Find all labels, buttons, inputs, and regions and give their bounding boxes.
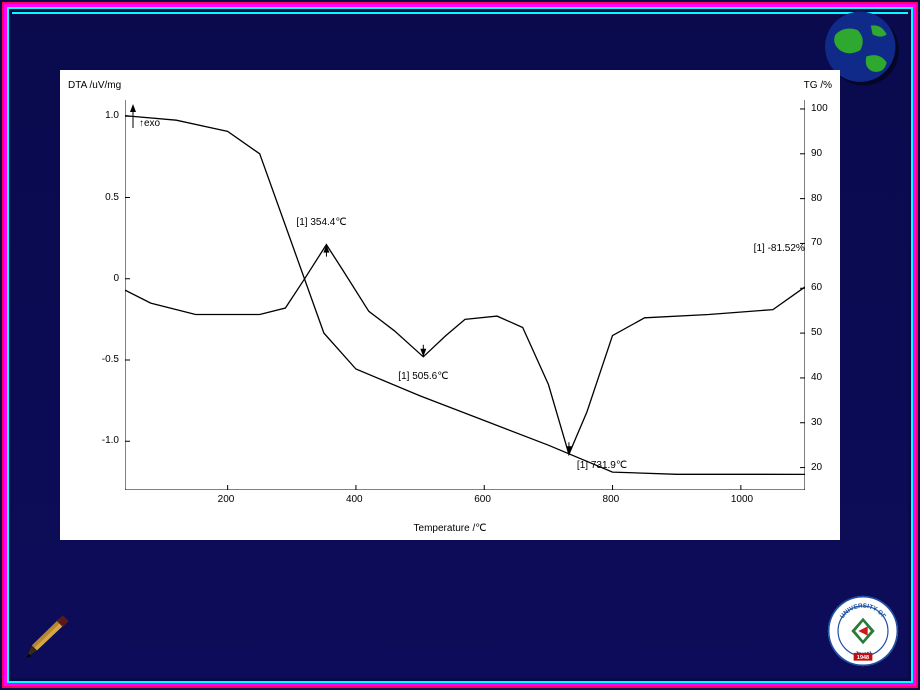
- y-left-tick-label: 0.5: [105, 192, 119, 203]
- slide-frame: UNIVERSITY OF JINAN 1948 DTA /uV/mg TG /…: [0, 0, 920, 690]
- pencil-icon: [22, 612, 72, 662]
- y-right-tick-label: 80: [811, 193, 822, 204]
- annotation-peak-3: [1] 731.9℃: [577, 460, 627, 471]
- y-right-tick-label: 30: [811, 417, 822, 428]
- accent-line-top: [12, 12, 908, 14]
- x-tick-label: 200: [218, 494, 235, 505]
- x-tick-label: 800: [603, 494, 620, 505]
- logo-year: 1948: [857, 655, 869, 661]
- y-right-tick-label: 40: [811, 372, 822, 383]
- y-left-tick-label: 1.0: [105, 110, 119, 121]
- y-right-tick-label: 20: [811, 462, 822, 473]
- y-right-tick-label: 100: [811, 103, 828, 114]
- x-tick-label: 400: [346, 494, 363, 505]
- university-logo-icon: UNIVERSITY OF JINAN 1948: [824, 592, 902, 670]
- annotation-peak-2: [1] 505.6℃: [398, 371, 448, 382]
- annotation-peak-1: [1] 354.4℃: [296, 217, 346, 228]
- logo-svg: UNIVERSITY OF JINAN 1948: [824, 592, 902, 670]
- x-axis-label: Temperature /℃: [414, 523, 487, 534]
- y-left-tick-label: -1.0: [102, 435, 119, 446]
- y-right-tick-label: 70: [811, 237, 822, 248]
- exo-label: ↑exo: [139, 118, 160, 129]
- x-tick-label: 600: [474, 494, 491, 505]
- y-left-tick-label: 0: [113, 273, 119, 284]
- pencil-svg: [22, 612, 72, 662]
- y-left-label: DTA /uV/mg: [68, 80, 121, 91]
- y-right-label: TG /%: [804, 80, 832, 91]
- x-tick-label: 1000: [731, 494, 753, 505]
- chart-svg: [125, 100, 805, 490]
- y-right-tick-label: 60: [811, 282, 822, 293]
- chart-panel: DTA /uV/mg TG /% ↑exo [1] 354.4℃: [60, 70, 840, 540]
- y-right-tick-label: 50: [811, 327, 822, 338]
- annotation-tg-final: [1] -81.52%: [754, 243, 805, 254]
- plot-area: ↑exo [1] 354.4℃ [1] 505.6℃ [1] 731.9℃ [1…: [125, 100, 805, 490]
- y-left-tick-label: -0.5: [102, 354, 119, 365]
- y-right-tick-label: 90: [811, 148, 822, 159]
